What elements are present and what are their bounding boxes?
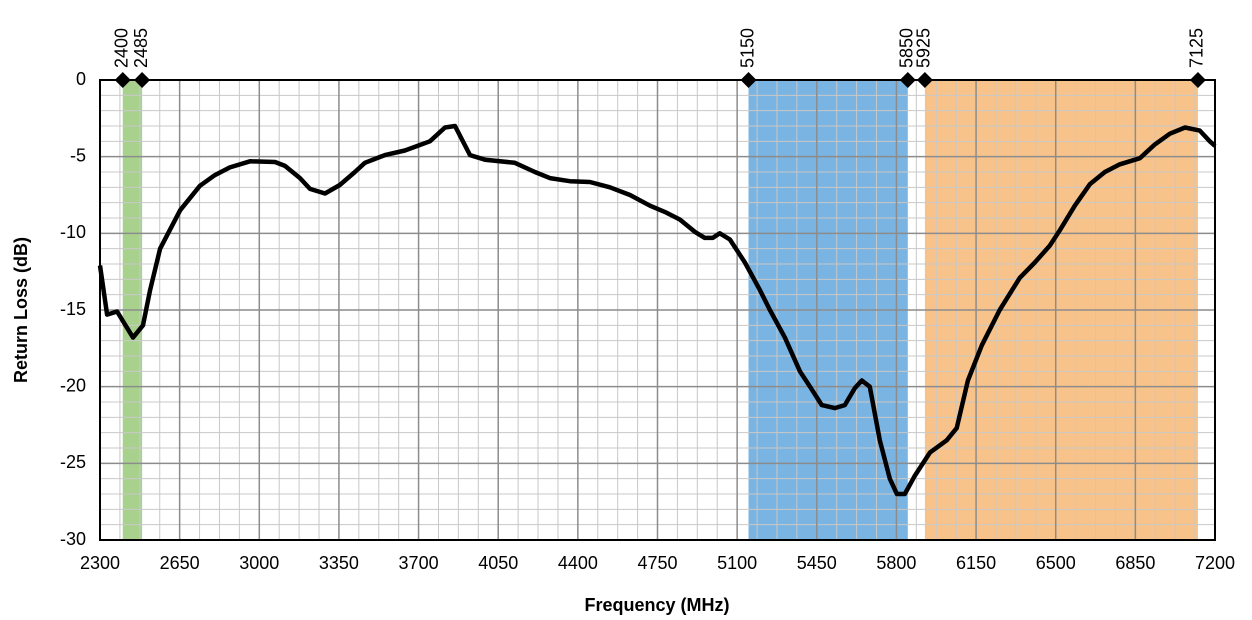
y-axis-label: Return Loss (dB) xyxy=(11,237,31,383)
x-tick-label: 3350 xyxy=(319,553,359,573)
x-tick-label: 5450 xyxy=(797,553,837,573)
x-tick-label: 3700 xyxy=(399,553,439,573)
band-edge-marker xyxy=(899,72,916,88)
x-tick-label: 4050 xyxy=(478,553,518,573)
x-tick-label: 5800 xyxy=(876,553,916,573)
band-edge-label: 7125 xyxy=(1187,28,1207,68)
x-tick-label: 5100 xyxy=(717,553,757,573)
y-tick-label: -5 xyxy=(70,145,86,165)
x-axis-label: Frequency (MHz) xyxy=(584,595,729,615)
x-tick-label: 6150 xyxy=(956,553,996,573)
plot-frame xyxy=(99,79,1216,541)
x-tick-label: 6500 xyxy=(1036,553,1076,573)
band-edge-label: 2485 xyxy=(131,28,151,68)
band-edge-label: 5850 xyxy=(897,28,917,68)
x-tick-label: 6850 xyxy=(1115,553,1155,573)
x-tick-label: 4750 xyxy=(637,553,677,573)
band-edge-label: 2400 xyxy=(112,28,132,68)
x-tick-label: 4400 xyxy=(558,553,598,573)
x-tick-label: 7200 xyxy=(1195,553,1235,573)
y-tick-label: -25 xyxy=(60,452,86,472)
y-tick-label: 0 xyxy=(76,69,86,89)
band-edge-marker xyxy=(740,72,757,88)
band-edge-label: 5150 xyxy=(737,28,757,68)
x-tick-label: 2300 xyxy=(80,553,120,573)
band-edge-marker xyxy=(1189,72,1206,88)
y-tick-label: -15 xyxy=(60,299,86,319)
band-edge-marker xyxy=(916,72,933,88)
band-edge-marker xyxy=(114,72,131,88)
return-loss-line xyxy=(97,123,1217,497)
y-tick-label: -10 xyxy=(60,222,86,242)
x-tick-label: 2650 xyxy=(160,553,200,573)
y-tick-label: -30 xyxy=(60,529,86,549)
band-edge-label: 5925 xyxy=(914,28,934,68)
band-edge-marker xyxy=(134,72,151,88)
x-tick-label: 3000 xyxy=(239,553,279,573)
y-tick-label: -20 xyxy=(60,375,86,395)
